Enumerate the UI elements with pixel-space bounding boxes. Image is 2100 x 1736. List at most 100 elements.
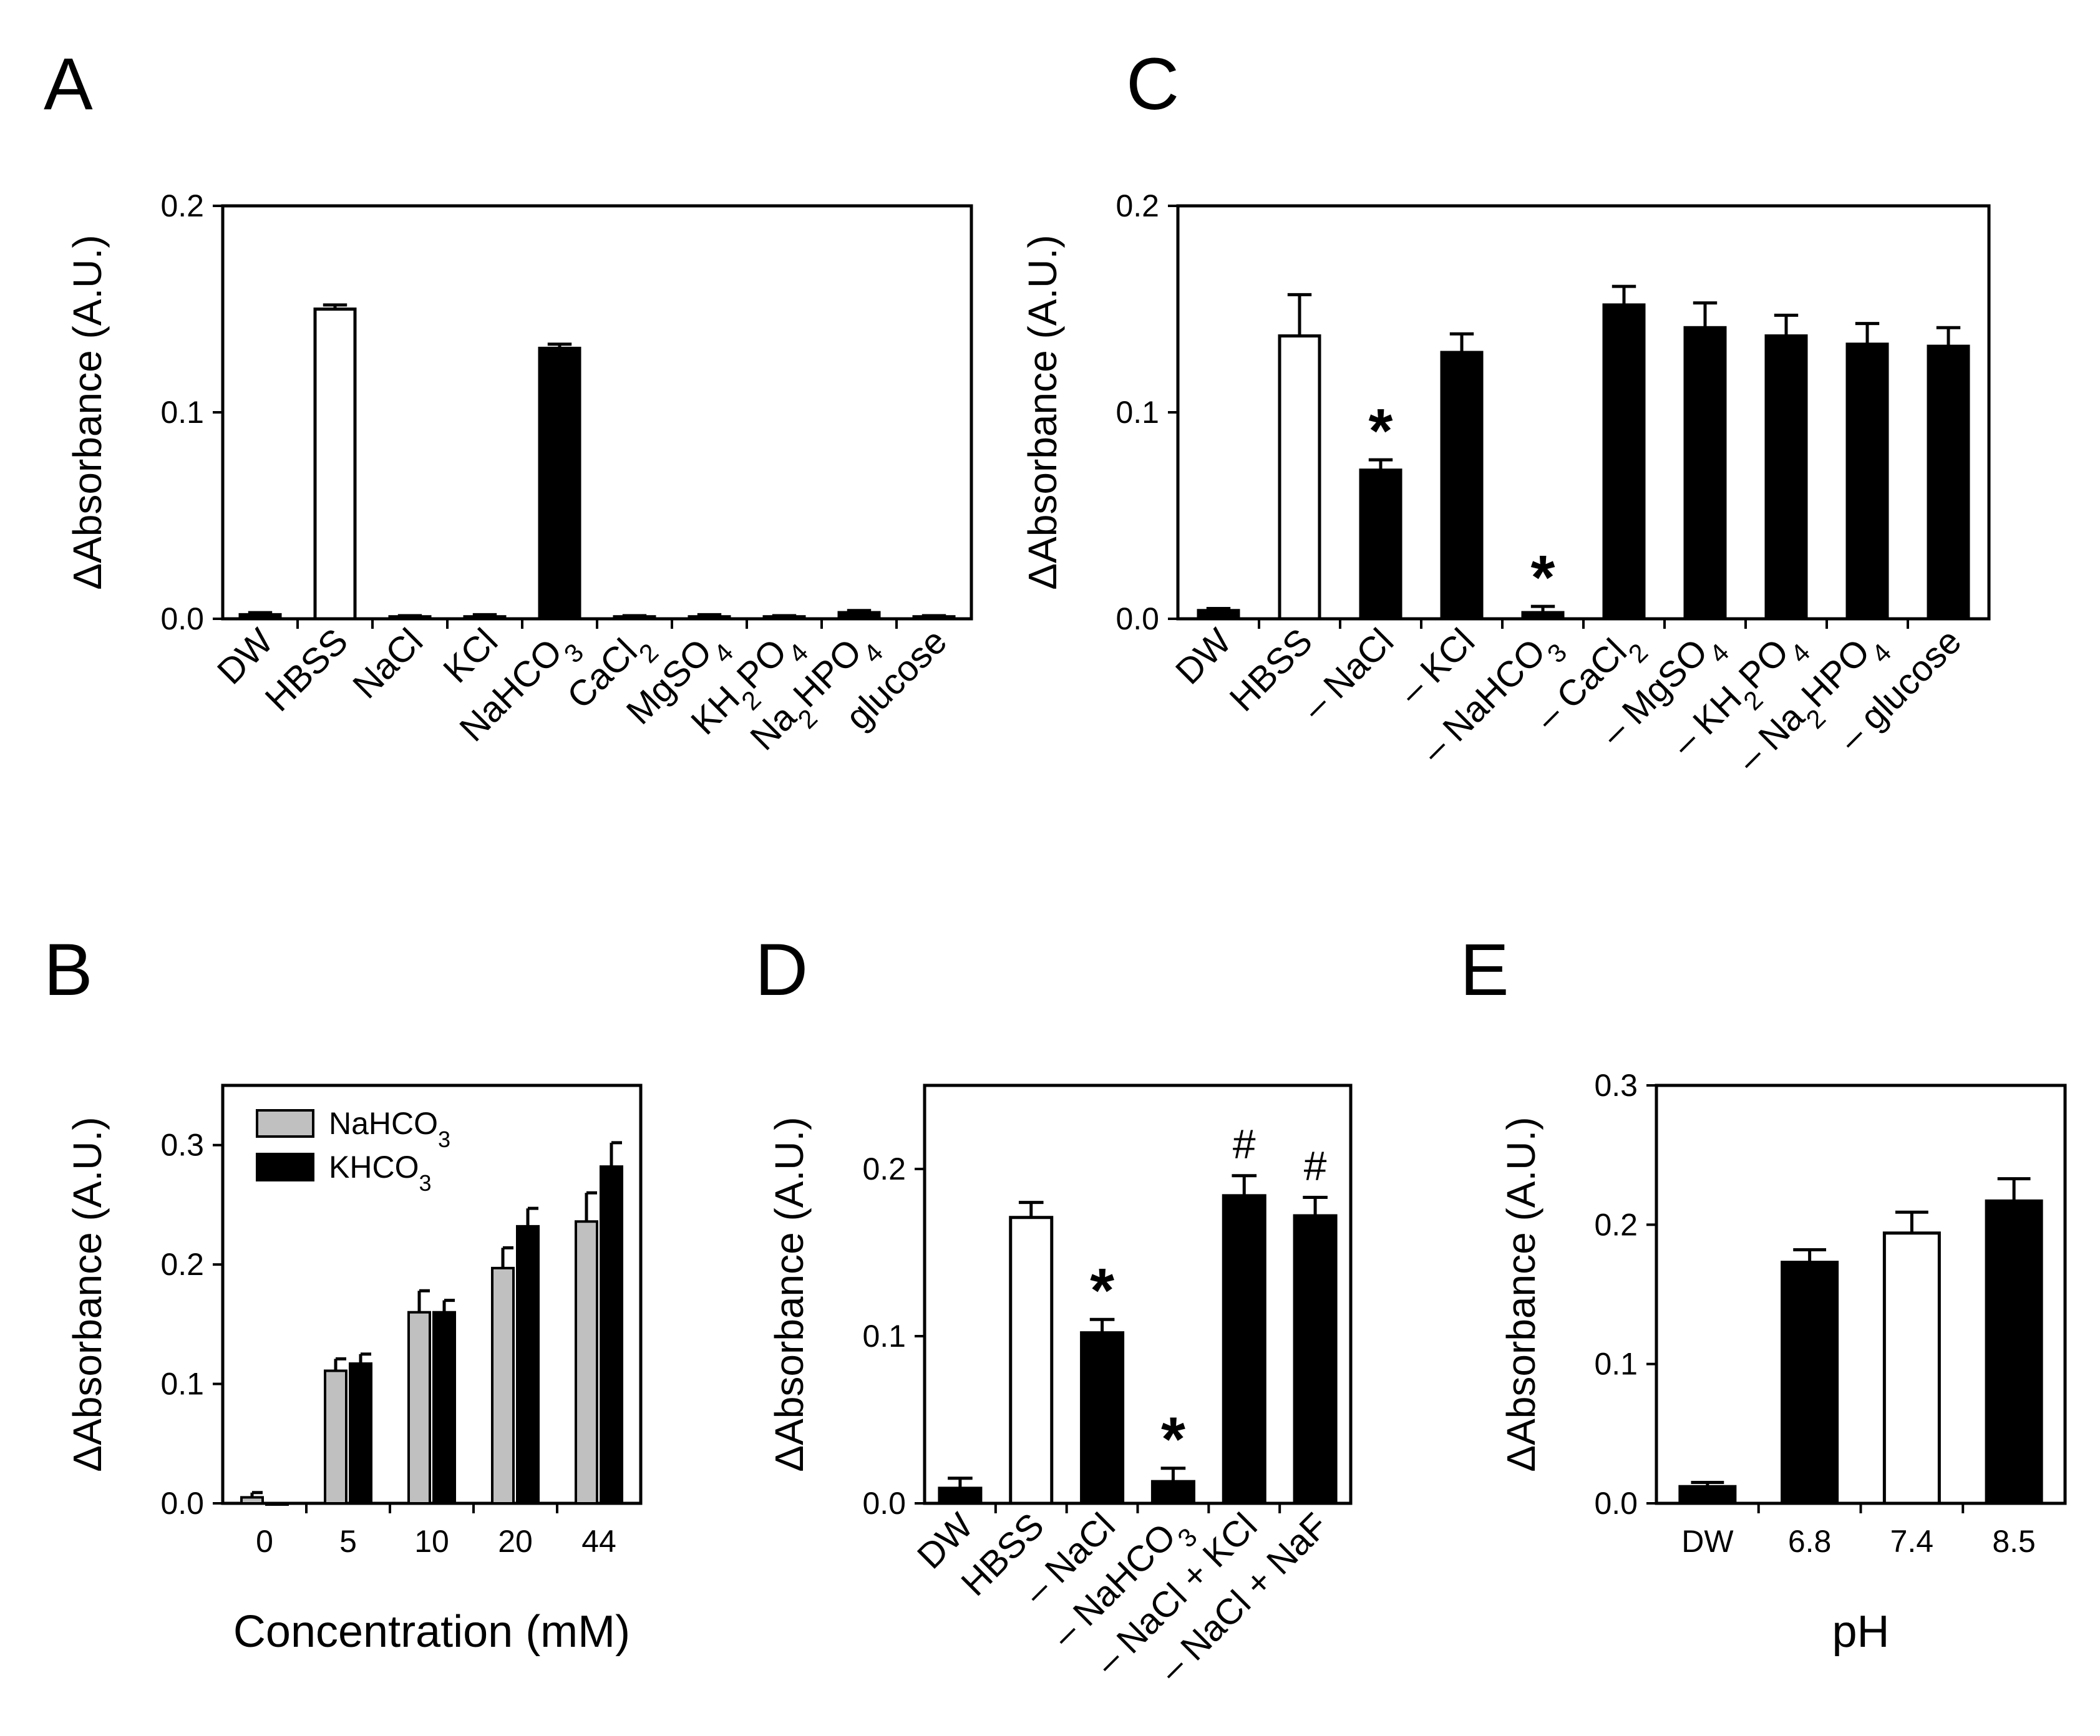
x-category-label: 6.8 bbox=[1788, 1524, 1832, 1559]
bar-khco3-0 bbox=[265, 1502, 289, 1506]
x-category-label: HBSS bbox=[258, 621, 356, 719]
panel-letter: E bbox=[1460, 929, 1509, 1011]
y-tick-label: 0.2 bbox=[160, 1247, 204, 1282]
legend-swatch bbox=[256, 1109, 314, 1138]
plot-frame bbox=[221, 1084, 643, 1505]
bar bbox=[1080, 1331, 1125, 1505]
bar bbox=[762, 615, 806, 621]
x-category-label: – NaCl bbox=[1295, 621, 1401, 727]
bar bbox=[1009, 1216, 1054, 1505]
x-category-label: 20 bbox=[498, 1524, 533, 1559]
bar bbox=[613, 615, 656, 621]
significance-star: * bbox=[1161, 1405, 1185, 1475]
bar bbox=[688, 615, 731, 621]
bar-nahco3-44 bbox=[575, 1220, 598, 1505]
bar-khco3-20 bbox=[516, 1224, 540, 1505]
bar bbox=[1845, 342, 1889, 621]
legend-label: KHCO3 bbox=[329, 1150, 432, 1196]
y-axis-title: ΔAbsorbance (A.U.) bbox=[1020, 235, 1065, 589]
bar-nahco3-0 bbox=[240, 1496, 264, 1505]
bar bbox=[1222, 1194, 1266, 1505]
y-axis-title: ΔAbsorbance (A.U.) bbox=[65, 1117, 110, 1472]
bar bbox=[1683, 326, 1727, 621]
bar bbox=[538, 346, 581, 621]
y-tick-label: 0.3 bbox=[1594, 1068, 1638, 1103]
significance-star: * bbox=[1531, 543, 1555, 613]
x-axis-title: pH bbox=[1832, 1607, 1889, 1657]
plot-frame bbox=[923, 1084, 1353, 1505]
bar bbox=[1678, 1485, 1737, 1505]
y-tick-label: 0.0 bbox=[160, 601, 204, 636]
bar bbox=[1882, 1231, 1941, 1505]
y-tick-label: 0.0 bbox=[160, 1486, 204, 1521]
bar-khco3-5 bbox=[349, 1362, 372, 1505]
y-tick-label: 0.0 bbox=[862, 1486, 906, 1521]
x-axis-title: Concentration (mM) bbox=[233, 1607, 630, 1657]
bar-nahco3-10 bbox=[407, 1311, 431, 1505]
panel-e: E 0.0 0.1 0.2 0.3 ΔAbsorbance (A.U.) DW 6.8 7.4 8… bbox=[1460, 929, 2067, 1657]
bar bbox=[837, 611, 881, 621]
bar bbox=[1197, 609, 1240, 621]
y-tick-label: 0.0 bbox=[1116, 601, 1159, 636]
panel-letter: D bbox=[755, 929, 808, 1011]
bar bbox=[313, 308, 357, 621]
y-tick-label: 0.1 bbox=[862, 1319, 906, 1354]
bar bbox=[1359, 468, 1402, 621]
bar bbox=[1985, 1199, 2043, 1505]
x-category-label: DW bbox=[1168, 621, 1239, 692]
panel-letter: A bbox=[44, 43, 93, 125]
y-tick-label: 0.1 bbox=[160, 395, 204, 430]
x-category-label: 0 bbox=[256, 1524, 273, 1559]
bar bbox=[938, 1486, 983, 1505]
bar-nahco3-20 bbox=[491, 1266, 515, 1505]
bar-khco3-10 bbox=[432, 1311, 456, 1505]
panel-b: B 0.0 0.1 0.2 0.3 ΔAbsorbance (A.U.) 0 5 10 20 44 N… bbox=[44, 929, 643, 1657]
y-tick-label: 0.2 bbox=[1116, 188, 1159, 223]
x-category-label: 5 bbox=[339, 1524, 357, 1559]
y-tick-label: 0.1 bbox=[1594, 1347, 1638, 1382]
x-category-label: 7.4 bbox=[1890, 1524, 1934, 1559]
y-axis-title: ΔAbsorbance (A.U.) bbox=[1499, 1117, 1543, 1472]
x-category-label: 8.5 bbox=[1992, 1524, 2036, 1559]
y-tick-label: 0.0 bbox=[1594, 1486, 1638, 1521]
x-category-label: 44 bbox=[581, 1524, 616, 1559]
legend-swatch bbox=[256, 1153, 314, 1181]
bar bbox=[912, 615, 956, 621]
x-category-label: glucose bbox=[838, 621, 955, 737]
x-category-label: 10 bbox=[414, 1524, 449, 1559]
bar bbox=[1927, 344, 1970, 621]
y-axis-title: ΔAbsorbance (A.U.) bbox=[65, 235, 110, 589]
bar bbox=[1764, 334, 1808, 621]
panel-letter: B bbox=[44, 929, 93, 1011]
y-tick-label: 0.1 bbox=[160, 1367, 204, 1402]
bar bbox=[1440, 351, 1484, 621]
bar-nahco3-5 bbox=[324, 1369, 348, 1505]
y-tick-label: 0.2 bbox=[1594, 1207, 1638, 1242]
bar bbox=[1293, 1214, 1338, 1505]
significance-star: * bbox=[1090, 1256, 1114, 1326]
bar-khco3-44 bbox=[600, 1165, 623, 1505]
y-axis-title: ΔAbsorbance (A.U.) bbox=[767, 1117, 812, 1472]
bar bbox=[1521, 611, 1565, 621]
panel-letter: C bbox=[1126, 43, 1179, 125]
y-tick-label: 0.2 bbox=[862, 1152, 906, 1186]
y-tick-label: 0.1 bbox=[1116, 395, 1159, 430]
bar bbox=[1150, 1480, 1195, 1505]
bar bbox=[1278, 334, 1321, 621]
significance-star: * bbox=[1369, 396, 1393, 466]
legend-label: NaHCO3 bbox=[329, 1106, 450, 1152]
bar bbox=[1781, 1261, 1839, 1505]
bar bbox=[238, 613, 282, 621]
x-category-label: NaCl bbox=[345, 621, 430, 706]
significance-hash: # bbox=[1304, 1143, 1327, 1189]
significance-hash: # bbox=[1233, 1121, 1256, 1167]
bar bbox=[1602, 303, 1646, 621]
bar bbox=[463, 615, 507, 621]
bar bbox=[388, 615, 432, 621]
y-tick-label: 0.2 bbox=[160, 188, 204, 223]
x-category-label: DW bbox=[1681, 1524, 1734, 1559]
